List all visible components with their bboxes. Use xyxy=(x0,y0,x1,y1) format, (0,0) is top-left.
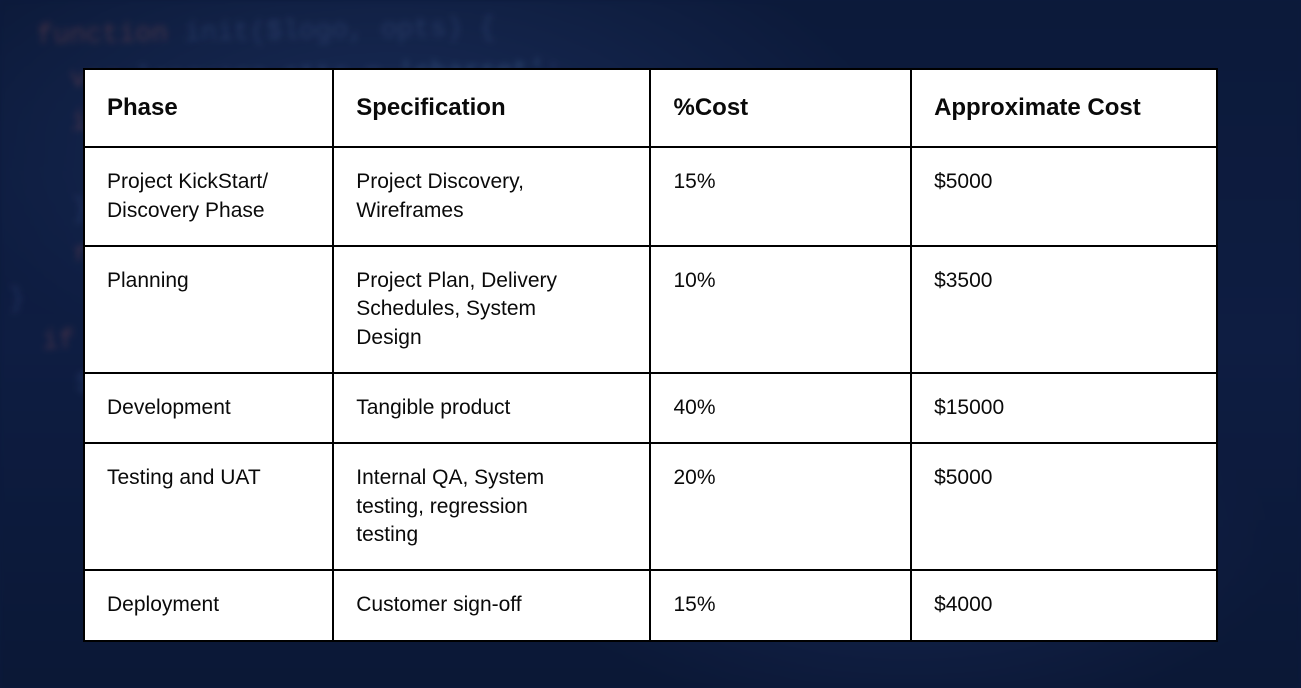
cell-approx-cost: $5000 xyxy=(911,147,1217,246)
cost-breakdown-table: Phase Specification %Cost Approximate Co… xyxy=(83,68,1218,642)
table-row: Testing and UAT Internal QA, System test… xyxy=(84,443,1217,570)
cell-spec: Project Discovery, Wireframes xyxy=(333,147,650,246)
cell-spec: Project Plan, Delivery Schedules, System… xyxy=(333,246,650,373)
cell-spec: Customer sign-off xyxy=(333,570,650,640)
cell-phase: Deployment xyxy=(84,570,333,640)
cell-approx-cost: $15000 xyxy=(911,373,1217,443)
cost-breakdown-table-container: Phase Specification %Cost Approximate Co… xyxy=(83,68,1218,642)
table-row: Planning Project Plan, Delivery Schedule… xyxy=(84,246,1217,373)
cell-pct-cost: 10% xyxy=(650,246,911,373)
cell-pct-cost: 40% xyxy=(650,373,911,443)
cell-spec: Tangible product xyxy=(333,373,650,443)
col-header-approx-cost: Approximate Cost xyxy=(911,69,1217,147)
col-header-specification: Specification xyxy=(333,69,650,147)
cell-phase: Development xyxy=(84,373,333,443)
cell-approx-cost: $5000 xyxy=(911,443,1217,570)
cell-approx-cost: $3500 xyxy=(911,246,1217,373)
col-header-pct-cost: %Cost xyxy=(650,69,911,147)
cell-spec: Internal QA, System testing, regression … xyxy=(333,443,650,570)
cell-phase: Project KickStart/ Discovery Phase xyxy=(84,147,333,246)
cell-phase: Testing and UAT xyxy=(84,443,333,570)
cell-pct-cost: 15% xyxy=(650,570,911,640)
table-row: Development Tangible product 40% $15000 xyxy=(84,373,1217,443)
cell-pct-cost: 15% xyxy=(650,147,911,246)
col-header-phase: Phase xyxy=(84,69,333,147)
cell-phase: Planning xyxy=(84,246,333,373)
cell-approx-cost: $4000 xyxy=(911,570,1217,640)
table-header-row: Phase Specification %Cost Approximate Co… xyxy=(84,69,1217,147)
table-row: Project KickStart/ Discovery Phase Proje… xyxy=(84,147,1217,246)
cell-pct-cost: 20% xyxy=(650,443,911,570)
table-row: Deployment Customer sign-off 15% $4000 xyxy=(84,570,1217,640)
